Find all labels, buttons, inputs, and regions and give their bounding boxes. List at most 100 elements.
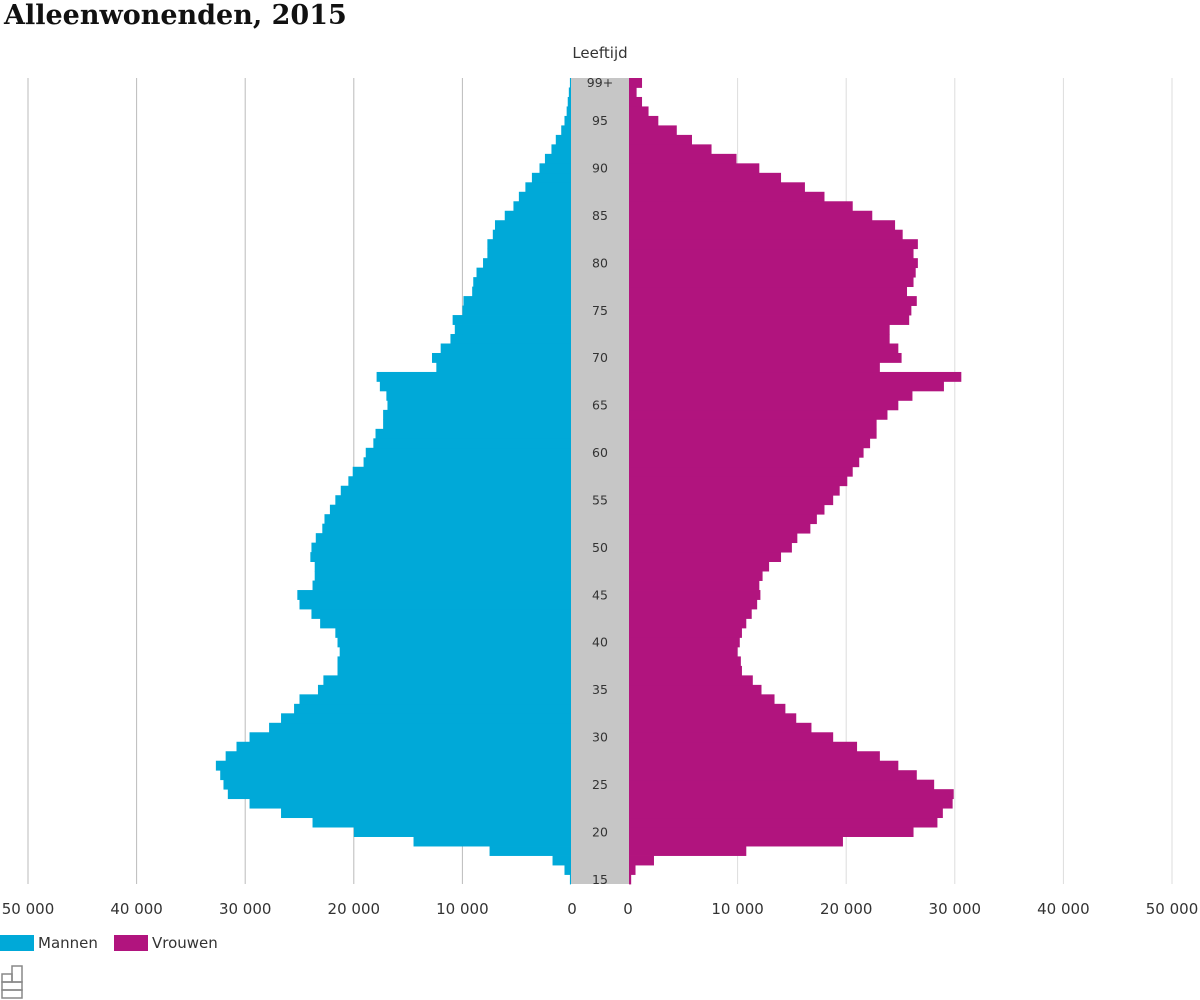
x-tick-left: 10 000 (436, 900, 489, 918)
bar-vrouwen-67 (629, 381, 944, 392)
age-label: 50 (592, 540, 608, 555)
age-label: 85 (592, 208, 608, 223)
bar-mannen-99+ (569, 78, 571, 88)
bar-vrouwen-98 (629, 87, 637, 98)
age-label: 15 (592, 872, 608, 887)
bar-vrouwen-58 (629, 466, 853, 477)
bar-vrouwen-31 (629, 722, 812, 733)
bar-mannen-79 (476, 267, 571, 278)
bar-mannen-89 (531, 172, 571, 183)
bar-mannen-17 (552, 855, 571, 866)
age-label: 35 (592, 682, 608, 697)
chart-title: Alleenwonenden, 2015 (4, 0, 347, 31)
bar-mannen-83 (492, 229, 571, 240)
age-axis-title: Leeftijd (572, 44, 627, 62)
bar-vrouwen-19 (629, 836, 843, 847)
age-label: 65 (592, 398, 608, 413)
bar-mannen-74 (452, 315, 571, 325)
bar-vrouwen-44 (629, 599, 758, 610)
bar-vrouwen-45 (629, 590, 761, 600)
bar-mannen-27 (215, 760, 572, 771)
bar-vrouwen-57 (629, 476, 848, 487)
legend-swatch-vrouwen (114, 935, 148, 951)
cbs-logo (1, 965, 23, 999)
bar-vrouwen-82 (629, 239, 918, 250)
bar-mannen-96 (566, 106, 571, 117)
bar-vrouwen-74 (629, 315, 910, 325)
bar-mannen-26 (220, 770, 572, 781)
bar-vrouwen-52 (629, 523, 811, 534)
bar-vrouwen-83 (629, 229, 903, 240)
bar-mannen-72 (450, 334, 571, 344)
bar-mannen-51 (315, 533, 571, 544)
bar-mannen-73 (454, 324, 571, 335)
bar-vrouwen-16 (629, 865, 636, 875)
bar-mannen-52 (322, 523, 571, 534)
bar-mannen-18 (489, 846, 571, 856)
bar-mannen-70 (431, 352, 571, 363)
bar-vrouwen-15 (629, 874, 632, 885)
bar-vrouwen-94 (629, 125, 677, 136)
bar-mannen-61 (373, 438, 571, 449)
bar-vrouwen-33 (629, 703, 786, 714)
bar-vrouwen-32 (629, 713, 797, 724)
bar-vrouwen-68 (629, 371, 962, 382)
bar-mannen-60 (365, 447, 571, 458)
bar-vrouwen-99+ (629, 78, 643, 88)
bar-vrouwen-28 (629, 751, 880, 762)
bar-mannen-91 (544, 153, 571, 164)
bar-mannen-81 (487, 248, 571, 259)
age-label: 30 (592, 730, 608, 745)
bar-vrouwen-69 (629, 362, 880, 373)
bar-vrouwen-87 (629, 191, 825, 202)
bar-mannen-56 (340, 485, 571, 496)
bar-vrouwen-97 (629, 96, 643, 107)
bar-vrouwen-88 (629, 182, 805, 193)
bar-mannen-84 (494, 220, 571, 231)
bar-vrouwen-47 (629, 571, 763, 581)
bar-mannen-48 (314, 561, 571, 572)
age-label: 20 (592, 824, 608, 839)
bar-vrouwen-59 (629, 457, 860, 468)
age-label: 95 (592, 113, 608, 128)
bar-vrouwen-91 (629, 153, 737, 164)
bar-mannen-95 (564, 115, 571, 126)
bar-mannen-80 (483, 258, 571, 269)
bar-mannen-16 (564, 865, 571, 875)
bar-mannen-75 (462, 305, 571, 316)
x-tick-left: 50 000 (2, 900, 55, 918)
bar-mannen-49 (310, 552, 571, 562)
bar-vrouwen-63 (629, 419, 877, 430)
bar-mannen-92 (551, 144, 571, 155)
bar-vrouwen-26 (629, 770, 917, 781)
bar-mannen-28 (225, 751, 572, 762)
bar-mannen-24 (227, 789, 571, 800)
bar-mannen-59 (363, 457, 571, 468)
bar-vrouwen-39 (629, 646, 738, 657)
bar-mannen-69 (436, 362, 571, 373)
bar-vrouwen-77 (629, 286, 908, 297)
x-tick-right: 10 000 (711, 900, 764, 918)
age-label: 70 (592, 350, 608, 365)
bar-mannen-39 (339, 646, 571, 657)
bar-mannen-64 (383, 409, 571, 420)
bar-mannen-68 (376, 371, 571, 382)
bar-mannen-33 (294, 703, 571, 714)
bar-vrouwen-81 (629, 248, 914, 259)
age-label: 90 (592, 161, 608, 176)
bar-mannen-46 (312, 580, 571, 591)
bar-mannen-44 (299, 599, 571, 610)
bar-vrouwen-42 (629, 618, 747, 629)
bar-vrouwen-30 (629, 732, 834, 743)
bar-vrouwen-53 (629, 514, 817, 525)
x-tick-left: 20 000 (328, 900, 381, 918)
bar-vrouwen-23 (629, 798, 953, 809)
bar-vrouwen-27 (629, 760, 899, 771)
bar-vrouwen-40 (629, 637, 740, 648)
bar-mannen-34 (299, 694, 571, 705)
bar-vrouwen-37 (629, 665, 742, 676)
bar-vrouwen-65 (629, 400, 899, 411)
bar-mannen-47 (314, 571, 571, 581)
age-label: 25 (592, 777, 608, 792)
bar-vrouwen-50 (629, 542, 792, 553)
